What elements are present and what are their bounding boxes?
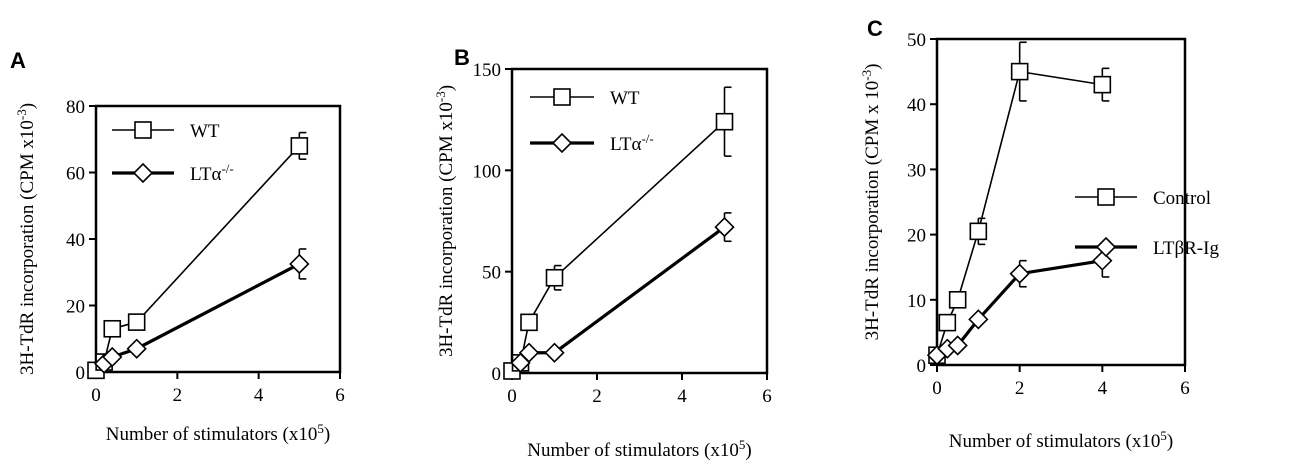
y-tick-label: 150 xyxy=(473,60,502,81)
data-point xyxy=(102,346,123,368)
x-axis-label: Number of stimulators (x105) xyxy=(527,437,751,462)
legend-marker xyxy=(553,88,571,106)
legend: Control LTβR-Ig xyxy=(1075,188,1219,259)
data-point xyxy=(126,338,147,359)
legend-label: LTβR-Ig xyxy=(1153,238,1219,259)
data-point xyxy=(968,309,989,330)
legend-label: Control xyxy=(1153,188,1211,209)
legend: WT LTα-/- xyxy=(112,121,234,185)
x-axis-label: Number of stimulators (x105) xyxy=(106,421,330,446)
data-point xyxy=(938,313,957,332)
data-point xyxy=(948,290,967,309)
x-tick-label: 2 xyxy=(173,385,183,406)
legend-marker xyxy=(1097,188,1115,206)
legend-marker xyxy=(1095,236,1117,258)
y-tick-label: 50 xyxy=(907,30,926,51)
series-open-diamond xyxy=(94,248,310,374)
y-tick-label: 80 xyxy=(66,97,85,118)
legend-marker xyxy=(132,162,154,184)
data-point xyxy=(1009,263,1030,284)
y-tick-label: 0 xyxy=(76,363,86,384)
x-tick-label: 6 xyxy=(335,385,345,406)
y-axis-label: 3H-TdR incorporation (CPM x10-3) xyxy=(14,103,39,375)
data-point xyxy=(969,222,988,241)
series-open-square xyxy=(503,86,734,380)
data-point xyxy=(127,313,146,331)
data-point xyxy=(545,268,564,287)
series-open-diamond xyxy=(510,212,735,373)
data-point xyxy=(715,112,734,131)
y-tick-label: 10 xyxy=(907,291,926,312)
y-tick-label: 20 xyxy=(66,297,85,318)
legend-label: LTα-/- xyxy=(190,161,234,186)
data-point xyxy=(714,216,735,238)
plot-frame xyxy=(935,37,1187,367)
data-point xyxy=(947,335,968,356)
y-axis-label: 3H-TdR incorporation (CPM x 10-3) xyxy=(859,64,884,341)
data-point xyxy=(103,319,122,338)
legend-marker xyxy=(134,121,152,139)
data-point xyxy=(1010,62,1029,81)
data-point xyxy=(520,313,538,332)
y-tick-label: 20 xyxy=(907,226,926,247)
data-point xyxy=(290,137,309,155)
series-line xyxy=(936,70,1103,356)
y-axis-label: 3H-TdR incorporation (CPM x10-3) xyxy=(433,85,458,357)
y-tick-label: 60 xyxy=(66,164,85,185)
y-tick-label: 40 xyxy=(907,95,926,116)
y-tick-label: 30 xyxy=(907,160,926,181)
series-open-diamond xyxy=(926,243,1113,366)
x-tick-label: 2 xyxy=(1015,378,1025,399)
series-line xyxy=(519,225,726,364)
x-tick-label: 4 xyxy=(1098,378,1108,399)
y-tick-label: 0 xyxy=(917,356,927,377)
legend-label: LTα-/- xyxy=(610,131,654,156)
series-line xyxy=(511,121,726,372)
y-tick-label: 40 xyxy=(66,230,85,251)
data-point xyxy=(518,342,540,363)
x-tick-label: 6 xyxy=(762,386,772,407)
data-point xyxy=(544,342,565,363)
panel-letter: A xyxy=(10,48,26,73)
panel-letter: C xyxy=(867,16,883,41)
data-point xyxy=(1093,75,1112,94)
legend-label: WT xyxy=(190,121,220,142)
x-tick-label: 0 xyxy=(91,385,101,406)
chart-panel-c: C 0 10 20 30 40 50 0 2 4 6 Number of stimulators (x… xyxy=(859,16,1220,452)
x-tick-label: 6 xyxy=(1180,378,1190,399)
legend: WT LTα-/- xyxy=(530,88,654,155)
plot-frame xyxy=(510,67,769,375)
series-open-square xyxy=(928,41,1112,365)
y-tick-label: 0 xyxy=(492,364,502,385)
x-tick-label: 4 xyxy=(677,386,687,407)
x-tick-label: 2 xyxy=(592,386,602,407)
y-tick-label: 50 xyxy=(482,263,501,284)
y-tick-label: 100 xyxy=(473,161,502,182)
chart-panel-b: B 0 50 100 150 0 2 4 6 Number of stimulators (x10… xyxy=(433,45,772,461)
x-tick-label: 0 xyxy=(932,378,942,399)
legend-marker xyxy=(551,132,573,154)
legend-label: WT xyxy=(610,88,640,109)
x-tick-label: 0 xyxy=(507,386,517,407)
data-point xyxy=(289,253,310,275)
x-tick-label: 4 xyxy=(254,385,264,406)
panel-letter: B xyxy=(454,45,470,70)
x-axis-label: Number of stimulators (x105) xyxy=(949,428,1173,453)
